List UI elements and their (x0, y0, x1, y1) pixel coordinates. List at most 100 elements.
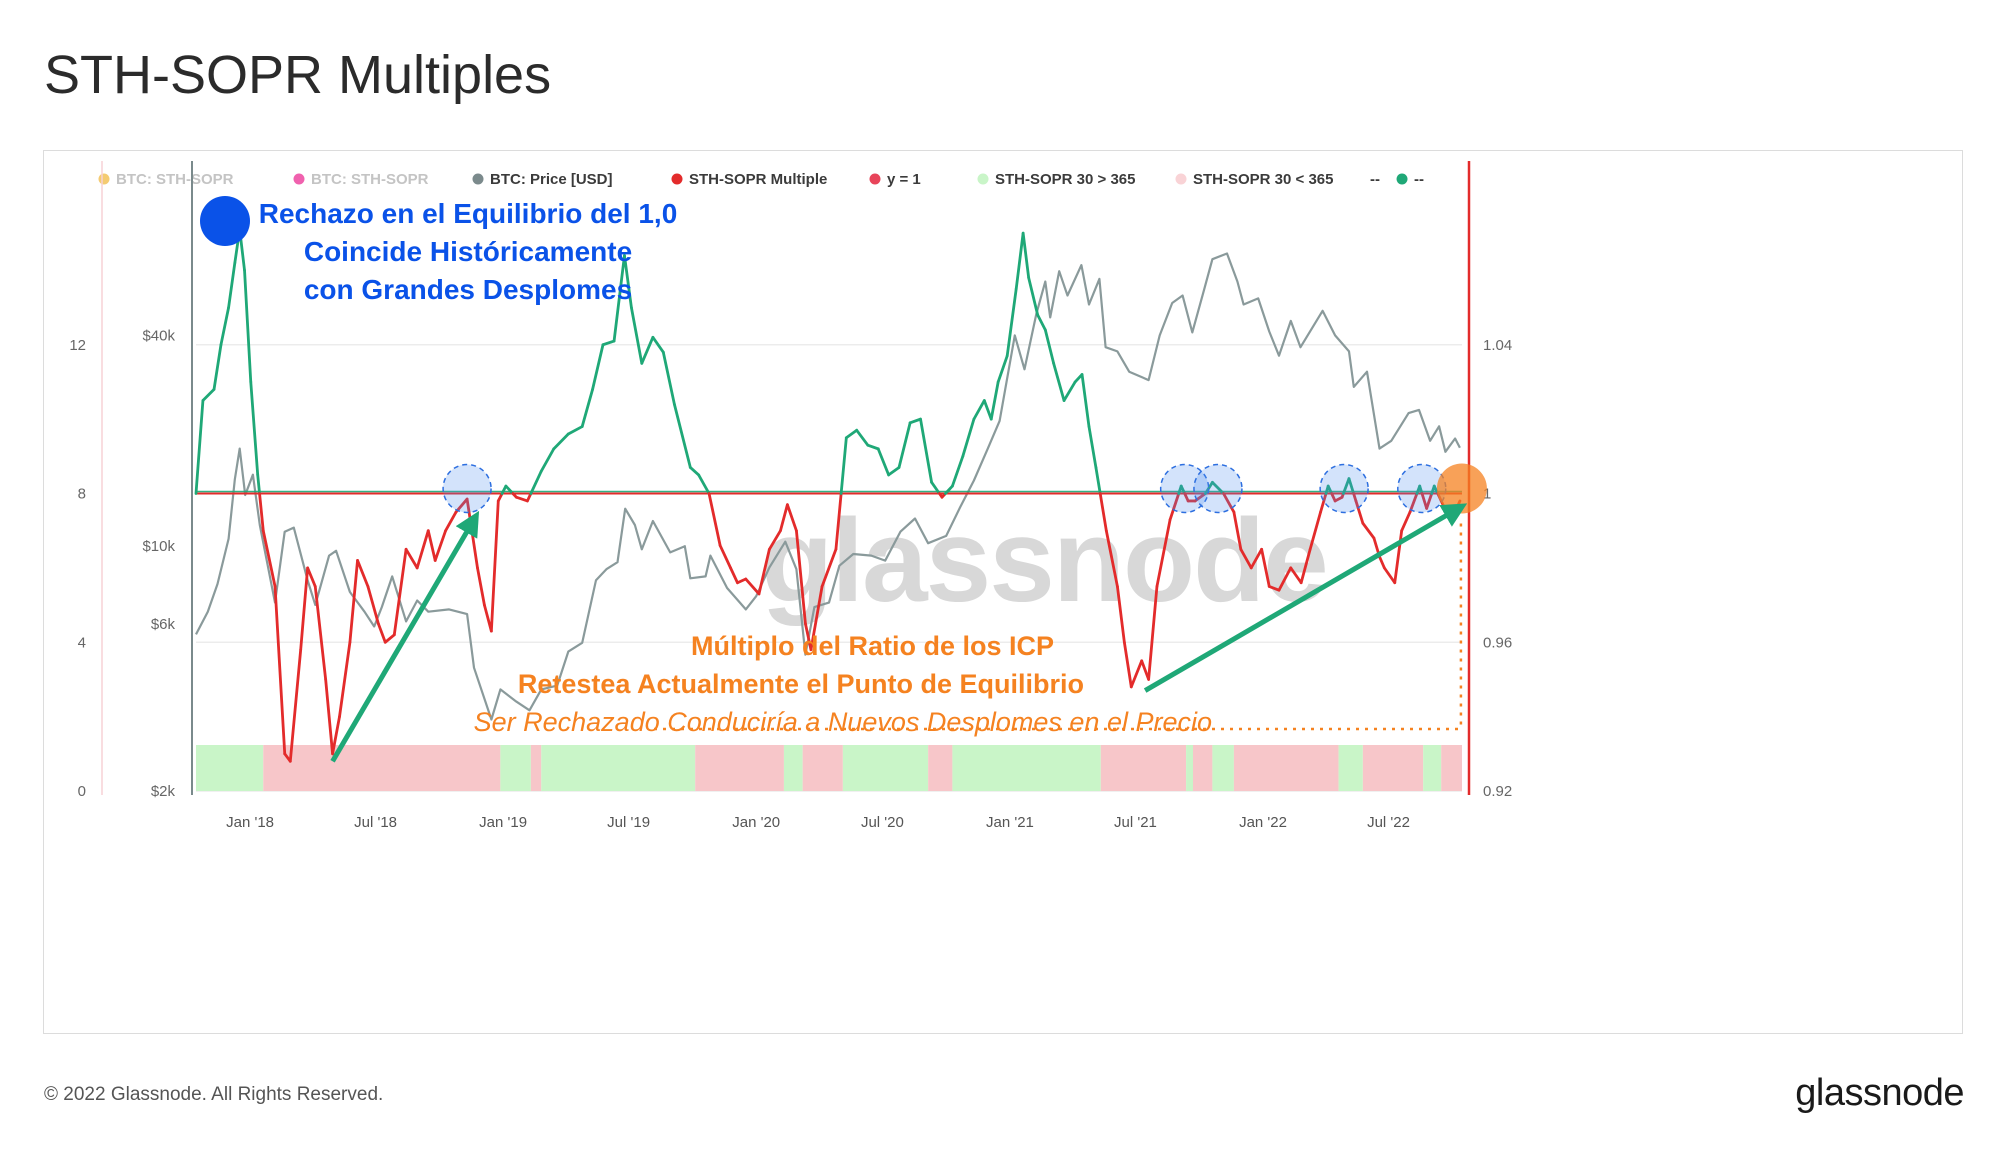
multiple-segment (258, 492, 265, 533)
multiple-segment (566, 425, 584, 436)
multiple-segment (1094, 466, 1102, 495)
band-green (1212, 745, 1234, 791)
multiple-segment (844, 428, 859, 440)
multiple-segment (1140, 659, 1151, 681)
blue-annotation-line: Coincide Históricamente (304, 236, 632, 267)
multiple-segment (404, 547, 419, 570)
multiple-segment (767, 529, 782, 551)
x-tick-label: Jan '22 (1239, 814, 1287, 831)
band-green (952, 745, 1101, 791)
x-tick-label: Jul '18 (354, 814, 397, 831)
multiple-segment (989, 380, 1000, 421)
legend-marker (1175, 173, 1187, 185)
multiple-segment (630, 306, 644, 365)
legend: BTC: STH-SOPR BTC: STH-SOPR BTC: Price [US… (98, 171, 1424, 188)
band-green (541, 745, 696, 791)
axes: 0 4 8 12 $2k $6k $10k $40k 0.92 0.96 1 1.04 Jan '18 J… (69, 161, 1512, 831)
multiple-segment (623, 254, 633, 309)
multiple-segment (1361, 521, 1376, 540)
multiple-segment (376, 622, 387, 644)
multiple-segment (729, 566, 739, 585)
legend-marker (869, 173, 881, 185)
x-tick-label: Jan '18 (226, 814, 274, 831)
multiple-segment (273, 585, 287, 756)
multiple-segment (855, 428, 870, 447)
orange-annotation-line: Múltiplo del Ratio de los ICP (691, 631, 1054, 661)
chart-frame: BTC: STH-SOPR BTC: STH-SOPR BTC: Price [US… (43, 150, 1963, 1034)
multiple-segment (338, 640, 352, 719)
multiple-segment (243, 268, 253, 384)
multiple-segment (930, 480, 941, 495)
right-tick-label: 0.92 (1483, 783, 1512, 800)
band-green (1338, 745, 1363, 791)
multiple-segment (1347, 477, 1356, 495)
multiple-segment (707, 492, 722, 547)
band-green (1186, 745, 1193, 791)
band-green (783, 745, 803, 791)
legend-marker (293, 173, 305, 185)
multiple-segment (1393, 529, 1404, 585)
multiple-segment (476, 566, 486, 607)
trend-arrow (1143, 503, 1468, 693)
multiple-segment (306, 566, 317, 588)
multiple-segment (1260, 547, 1271, 588)
band-red (1233, 745, 1339, 791)
multiple-segment (944, 484, 954, 495)
multiple-segment (1400, 510, 1412, 533)
band-red (1100, 745, 1187, 791)
legend-label: BTC: Price [USD] (490, 171, 613, 188)
legend-label: STH-SOPR 30 < 365 (1193, 171, 1333, 188)
multiple-segment (612, 254, 626, 343)
blue-annotation-line: Rechazo en el Equilibrio del 1,0 (259, 198, 678, 229)
multiple-segment (288, 648, 303, 763)
multiple-segment (331, 715, 341, 756)
legend-marker (98, 173, 110, 185)
multiple-segment (736, 577, 748, 585)
multiple-segment (1425, 492, 1434, 510)
orange-annotation-line: Retestea Actualmente el Punto de Equilib… (518, 669, 1084, 699)
legend-label: BTC: STH-SOPR (116, 171, 234, 188)
band-green (842, 745, 929, 791)
multiple-segment (1036, 313, 1047, 332)
multiple-segment (366, 585, 380, 626)
x-tick-label: Jul '19 (607, 814, 650, 831)
multiple-segment (1319, 492, 1328, 514)
legend-label: STH-SOPR 30 > 365 (995, 171, 1135, 188)
multiple-segment (1104, 529, 1119, 588)
multiple-segment (201, 387, 216, 402)
multiple-segment (1021, 231, 1031, 280)
price-series (195, 252, 1461, 721)
multiple-segment (1155, 518, 1172, 588)
highlight-marks (330, 463, 1487, 763)
legend-label: BTC: STH-SOPR (311, 171, 429, 188)
multiple-segment (383, 633, 396, 644)
multiple-segment (212, 343, 223, 391)
band-red (1192, 745, 1213, 791)
price-line (195, 252, 1461, 721)
legend-marker (1396, 173, 1408, 185)
multiple-segment (996, 354, 1009, 384)
multiple-segment (1239, 547, 1253, 570)
multiple-segment (786, 503, 798, 533)
multiple-segment (1232, 510, 1243, 551)
baseline (196, 490, 1462, 495)
multiple-segment (804, 622, 813, 652)
page-title: STH-SOPR Multiples (44, 45, 552, 105)
multiple-segment (1222, 492, 1236, 514)
multiple-segment (1420, 492, 1429, 510)
multiple-segment (809, 585, 824, 652)
multiple-segment (324, 678, 334, 756)
multiple-segment (1382, 566, 1397, 585)
multiple-segment (1098, 492, 1108, 533)
multiple-segment (504, 484, 515, 495)
multiple-segment (433, 529, 447, 562)
multiple-segment (672, 402, 692, 469)
multiple-segment (1308, 510, 1322, 551)
multiple-segment (951, 454, 965, 488)
band-red (802, 745, 843, 791)
rejection-circle (1193, 463, 1243, 514)
multiple-segment (640, 335, 655, 365)
multiple-segment (489, 499, 500, 633)
x-tick-label: Jul '20 (861, 814, 904, 831)
current-point-circle (1436, 463, 1487, 514)
